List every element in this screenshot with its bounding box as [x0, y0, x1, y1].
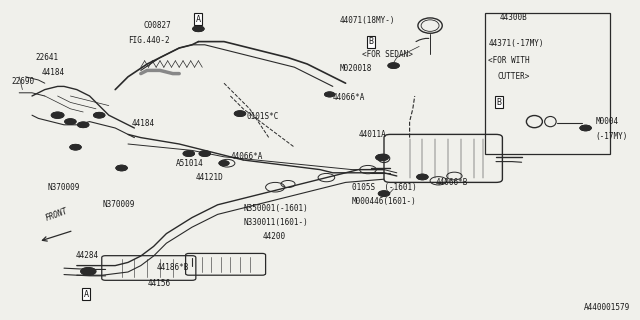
Text: A: A: [84, 290, 89, 299]
Text: 0101S*C: 0101S*C: [246, 112, 279, 121]
Circle shape: [324, 92, 335, 97]
Text: M020018: M020018: [339, 64, 372, 73]
Text: <FOR WITH: <FOR WITH: [488, 56, 530, 65]
Circle shape: [234, 111, 246, 116]
Circle shape: [219, 161, 229, 166]
Text: 44284: 44284: [76, 252, 99, 260]
Circle shape: [199, 151, 211, 156]
Text: 44066*A: 44066*A: [230, 152, 263, 161]
Circle shape: [70, 144, 81, 150]
Text: N370009: N370009: [48, 183, 81, 192]
Text: A51014: A51014: [176, 159, 204, 168]
Text: 44371(-17MY): 44371(-17MY): [488, 39, 544, 48]
Text: FRONT: FRONT: [44, 206, 68, 222]
Text: B: B: [497, 98, 502, 107]
Circle shape: [376, 154, 388, 161]
Circle shape: [51, 112, 64, 118]
Text: CUTTER>: CUTTER>: [498, 72, 531, 81]
Text: 22641: 22641: [35, 53, 58, 62]
Circle shape: [116, 165, 127, 171]
Text: A: A: [196, 15, 201, 24]
Text: (-17MY): (-17MY): [595, 132, 628, 140]
Text: 44066*B: 44066*B: [435, 178, 468, 187]
Bar: [485, 13, 610, 154]
Circle shape: [81, 268, 96, 275]
Circle shape: [388, 63, 399, 68]
Circle shape: [65, 119, 76, 124]
Text: M0004: M0004: [595, 117, 618, 126]
Text: B: B: [369, 37, 374, 46]
Text: 44184: 44184: [42, 68, 65, 76]
Text: <FOR SEDAN>: <FOR SEDAN>: [362, 50, 412, 59]
Circle shape: [93, 112, 105, 118]
Circle shape: [77, 122, 89, 128]
Text: 44156: 44156: [147, 279, 170, 288]
Text: FIG.440-2: FIG.440-2: [128, 36, 170, 44]
Text: A440001579: A440001579: [584, 303, 630, 312]
Text: N330011(1601-): N330011(1601-): [243, 218, 308, 227]
Text: 44184: 44184: [131, 119, 154, 128]
Text: 22690: 22690: [12, 77, 35, 86]
Text: 44300B: 44300B: [499, 13, 527, 22]
Circle shape: [580, 125, 591, 131]
Text: C00827: C00827: [144, 21, 172, 30]
Circle shape: [378, 191, 390, 196]
Text: 44200: 44200: [262, 232, 285, 241]
Text: 44011A: 44011A: [358, 130, 386, 139]
Text: 44186*B: 44186*B: [157, 263, 189, 272]
Circle shape: [417, 174, 428, 180]
Text: 44121D: 44121D: [195, 173, 223, 182]
Text: M000446(1601-): M000446(1601-): [352, 197, 417, 206]
Text: 0105S  (-1601): 0105S (-1601): [352, 183, 417, 192]
Text: N370009: N370009: [102, 200, 135, 209]
Text: 44071(18MY-): 44071(18MY-): [339, 16, 395, 25]
Text: 44066*A: 44066*A: [333, 93, 365, 102]
Circle shape: [183, 151, 195, 156]
Text: N350001(-1601): N350001(-1601): [243, 204, 308, 212]
Circle shape: [193, 26, 204, 32]
